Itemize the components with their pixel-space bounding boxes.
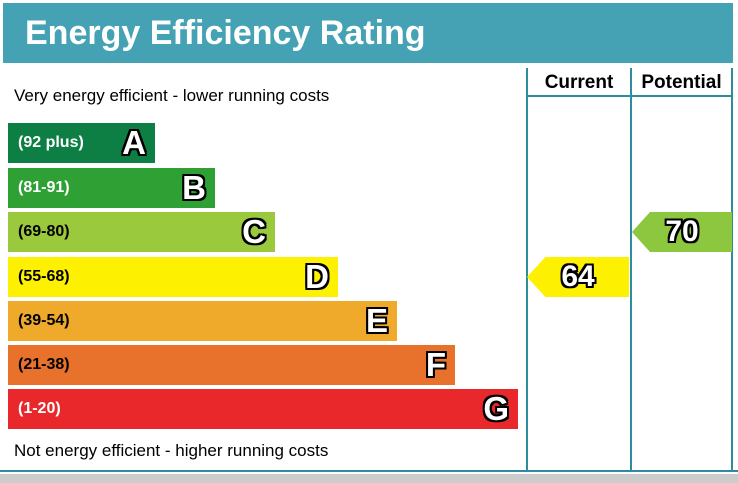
table-header-underline: [526, 95, 733, 97]
table-divider-middle: [630, 68, 632, 472]
current-rating-value: 64: [561, 260, 595, 293]
top-note: Very energy efficient - lower running co…: [14, 86, 330, 105]
band-e: (39-54) E: [8, 301, 397, 341]
band-g: (1-20) G: [8, 389, 518, 429]
potential-rating-arrow: 70: [632, 212, 732, 252]
band-a: (92 plus) A: [8, 123, 155, 163]
band-f-range: (21-38): [18, 356, 70, 373]
chart-title: Energy Efficiency Rating: [25, 13, 426, 52]
column-header-current: Current: [544, 71, 614, 93]
band-g-range: (1-20): [18, 400, 61, 417]
band-b-letter: B: [182, 169, 206, 206]
band-f-letter: F: [425, 346, 446, 383]
band-e-range: (39-54): [18, 312, 70, 329]
band-f: (21-38) F: [8, 345, 455, 385]
band-c-letter: C: [242, 213, 266, 250]
band-d-letter: D: [305, 258, 329, 295]
bottom-note: Not energy efficient - higher running co…: [14, 441, 329, 460]
band-a-letter: A: [122, 124, 146, 161]
band-b-range: (81-91): [18, 179, 70, 196]
band-g-letter: G: [483, 390, 509, 427]
band-d-range: (55-68): [18, 268, 70, 285]
chart-title-bar: Energy Efficiency Rating: [3, 3, 733, 63]
band-a-range: (92 plus): [18, 134, 84, 151]
chart-bottom-border: [0, 470, 738, 472]
potential-rating-value: 70: [665, 215, 699, 248]
page-background-strip: [0, 474, 738, 483]
band-c-range: (69-80): [18, 223, 70, 240]
band-e-letter: E: [365, 302, 388, 339]
table-divider-right: [731, 68, 733, 472]
band-b: (81-91) B: [8, 168, 215, 208]
band-c: (69-80) C: [8, 212, 275, 252]
table-divider-left: [526, 68, 528, 472]
current-rating-arrow: 64: [527, 257, 629, 297]
band-d: (55-68) D: [8, 257, 338, 297]
column-header-potential: Potential: [641, 71, 722, 93]
